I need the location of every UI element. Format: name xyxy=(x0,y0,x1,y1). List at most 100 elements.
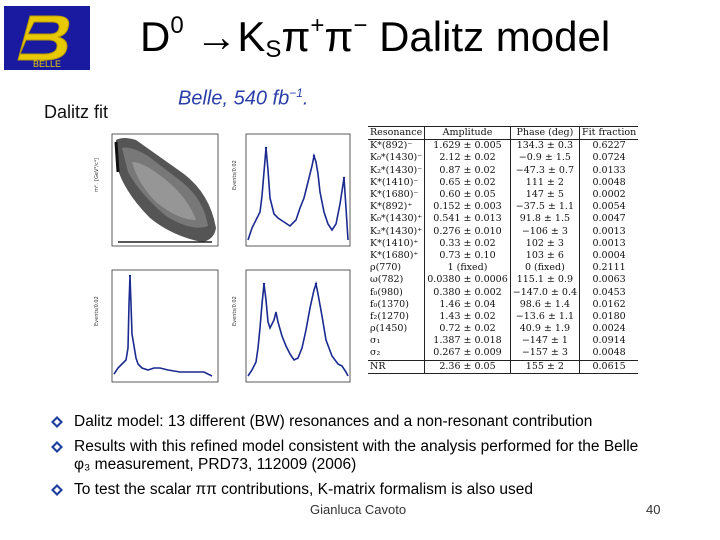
table-cell: 0.0133 xyxy=(579,164,639,177)
diamond-bullet-icon xyxy=(51,484,63,496)
table-cell: 0.0063 xyxy=(579,274,639,287)
m-plus-projection-plot: Events/0.02 xyxy=(228,128,354,258)
table-cell: −0.9 ± 1.5 xyxy=(509,152,580,165)
table-cell: 111 ± 2 xyxy=(509,176,580,189)
resonance-table: Resonance Amplitude Phase (deg) Fit frac… xyxy=(368,126,639,374)
m-pipi-projection-plot: Events/0.02 xyxy=(92,264,222,394)
belle-logo: BELLE xyxy=(4,6,90,70)
table-cell: 155 ± 2 xyxy=(509,359,580,374)
table-cell: 0.0054 xyxy=(579,201,639,214)
table-cell: 0.0615 xyxy=(579,359,639,374)
table-header: Amplitude xyxy=(424,126,511,141)
svg-text:m²₋ [GeV²/c⁴]: m²₋ [GeV²/c⁴] xyxy=(94,158,100,192)
table-cell: 0.0024 xyxy=(579,323,639,336)
table-row: σ₂ 0.267 ± 0.009 −157 ± 3 0.0048 xyxy=(368,347,639,361)
table-cell: −147.0 ± 0.4 xyxy=(509,286,580,299)
table-row: f₀(980) 0.380 ± 0.002 −147.0 ± 0.4 0.0453 xyxy=(368,286,639,299)
table-cell: −147 ± 1 xyxy=(509,335,580,348)
table-cell: K₀*(1430)⁻ xyxy=(370,152,423,164)
table-row: K*(1410)⁻ 0.65 ± 0.02 111 ± 2 0.0048 xyxy=(368,176,639,189)
table-cell: 40.9 ± 1.9 xyxy=(509,323,580,336)
table-cell: 0.33 ± 0.02 xyxy=(424,237,511,250)
table-cell: σ₂ xyxy=(370,347,381,359)
table-header: Resonance xyxy=(368,126,425,141)
table-row: K*(1410)⁺ 0.33 ± 0.02 102 ± 3 0.0013 xyxy=(368,237,639,250)
table-row: ω(782) 0.0380 ± 0.0006 115.1 ± 0.9 0.0063 xyxy=(368,274,639,287)
bullet-list: Dalitz model: 13 different (BW) resonanc… xyxy=(50,413,650,506)
table-cell: −157 ± 3 xyxy=(509,347,580,361)
table-row: K*(1680)⁻ 0.60 ± 0.05 147 ± 5 0.0002 xyxy=(368,188,639,202)
table-row: ρ(1450) 0.72 ± 0.02 40.9 ± 1.9 0.0024 xyxy=(368,323,639,336)
dalitz-scatter-plot: m²₋ [GeV²/c⁴] xyxy=(92,128,222,258)
diamond-bullet-icon xyxy=(51,416,63,428)
table-cell: 0.0380 ± 0.0006 xyxy=(424,274,511,287)
table-cell: 0.0914 xyxy=(579,335,639,348)
table-cell: K₀*(1430)⁺ xyxy=(370,213,423,225)
table-cell: 91.8 ± 1.5 xyxy=(509,213,580,226)
table-cell: 0.267 ± 0.009 xyxy=(424,347,511,361)
table-row: NR 2.36 ± 0.05 155 ± 2 0.0615 xyxy=(368,359,639,374)
table-cell: 102 ± 3 xyxy=(509,237,580,250)
table-cell: 0.541 ± 0.013 xyxy=(424,213,511,226)
table-cell: 0.6227 xyxy=(579,139,639,153)
table-cell: 147 ± 5 xyxy=(509,188,580,202)
table-row: K₂*(1430)⁺ 0.276 ± 0.010 −106 ± 3 0.0013 xyxy=(368,225,639,238)
table-cell: 0.0002 xyxy=(579,188,639,202)
table-cell: 0.87 ± 0.02 xyxy=(424,164,511,177)
table-cell: K₂*(1430)⁻ xyxy=(370,164,423,176)
table-cell: K*(892)⁻ xyxy=(370,140,413,152)
table-row: K₀*(1430)⁺ 0.541 ± 0.013 91.8 ± 1.5 0.0047 xyxy=(368,213,639,226)
table-cell: 0.276 ± 0.010 xyxy=(424,225,511,238)
table-cell: 0.380 ± 0.002 xyxy=(424,286,511,299)
table-cell: ρ(770) xyxy=(370,262,402,274)
table-cell: 1.46 ± 0.04 xyxy=(424,298,511,311)
table-cell: NR xyxy=(368,359,425,374)
slide-title: D0 →KSπ+π− Dalitz model xyxy=(140,12,611,63)
svg-text:Events/0.02: Events/0.02 xyxy=(94,296,100,326)
table-cell: 0 (fixed) xyxy=(509,262,580,275)
table-cell: 115.1 ± 0.9 xyxy=(509,274,580,287)
list-item: Results with this refined model consiste… xyxy=(50,438,650,474)
table-cell: −13.6 ± 1.1 xyxy=(509,310,580,323)
table-cell: 103 ± 6 xyxy=(509,249,580,263)
table-cell: K*(1410)⁺ xyxy=(370,237,419,249)
table-row: K*(892)⁻ 1.629 ± 0.005 134.3 ± 0.3 0.6227 xyxy=(368,139,639,153)
page-number: 40 xyxy=(646,502,661,517)
svg-text:Events/0.02: Events/0.02 xyxy=(232,160,238,190)
table-cell: −37.5 ± 1.1 xyxy=(509,201,580,214)
table-row: σ₁ 1.387 ± 0.018 −147 ± 1 0.0914 xyxy=(368,335,639,348)
table-row: f₂(1270) 1.43 ± 0.02 −13.6 ± 1.1 0.0180 xyxy=(368,310,639,323)
table-cell: f₀(980) xyxy=(370,286,403,298)
table-cell: 1.43 ± 0.02 xyxy=(424,310,511,323)
m-minus-projection-plot: Events/0.02 xyxy=(228,264,354,394)
table-cell: 1 (fixed) xyxy=(424,262,511,275)
table-cell: 0.0048 xyxy=(579,347,639,361)
list-item: Dalitz model: 13 different (BW) resonanc… xyxy=(50,413,650,431)
table-cell: 0.0004 xyxy=(579,249,639,263)
table-row: K₂*(1430)⁻ 0.87 ± 0.02 −47.3 ± 0.7 0.0133 xyxy=(368,164,639,177)
table-cell: 0.0180 xyxy=(579,310,639,323)
table-cell: K*(1410)⁻ xyxy=(370,176,419,188)
table-cell: 0.0453 xyxy=(579,286,639,299)
dalitz-fit-figure: m²₋ [GeV²/c⁴] Events/0.02 Events/0.02 Ev… xyxy=(92,122,622,397)
table-cell: K*(1680)⁺ xyxy=(370,249,419,261)
table-row: ρ(770) 1 (fixed) 0 (fixed) 0.2111 xyxy=(368,262,639,275)
table-row: K*(1680)⁺ 0.73 ± 0.10 103 ± 6 0.0004 xyxy=(368,249,639,263)
table-cell: 0.72 ± 0.02 xyxy=(424,323,511,336)
table-cell: 0.0047 xyxy=(579,213,639,226)
table-cell: σ₁ xyxy=(370,335,381,347)
table-cell: 98.6 ± 1.4 xyxy=(509,298,580,311)
footer-author: Gianluca Cavoto xyxy=(310,502,407,517)
table-cell: K₂*(1430)⁺ xyxy=(370,225,423,237)
table-cell: 0.0013 xyxy=(579,237,639,250)
table-cell: 2.36 ± 0.05 xyxy=(424,359,511,374)
table-cell: 0.65 ± 0.02 xyxy=(424,176,511,189)
table-cell: f₀(1370) xyxy=(370,298,409,310)
table-header-row: Resonance Amplitude Phase (deg) Fit frac… xyxy=(368,126,639,141)
table-cell: 0.152 ± 0.003 xyxy=(424,201,511,214)
table-header: Fit fraction xyxy=(579,126,639,141)
table-cell: 0.0013 xyxy=(579,225,639,238)
diamond-bullet-icon xyxy=(51,441,63,453)
table-cell: ρ(1450) xyxy=(370,323,408,335)
table-cell: 0.73 ± 0.10 xyxy=(424,249,511,263)
